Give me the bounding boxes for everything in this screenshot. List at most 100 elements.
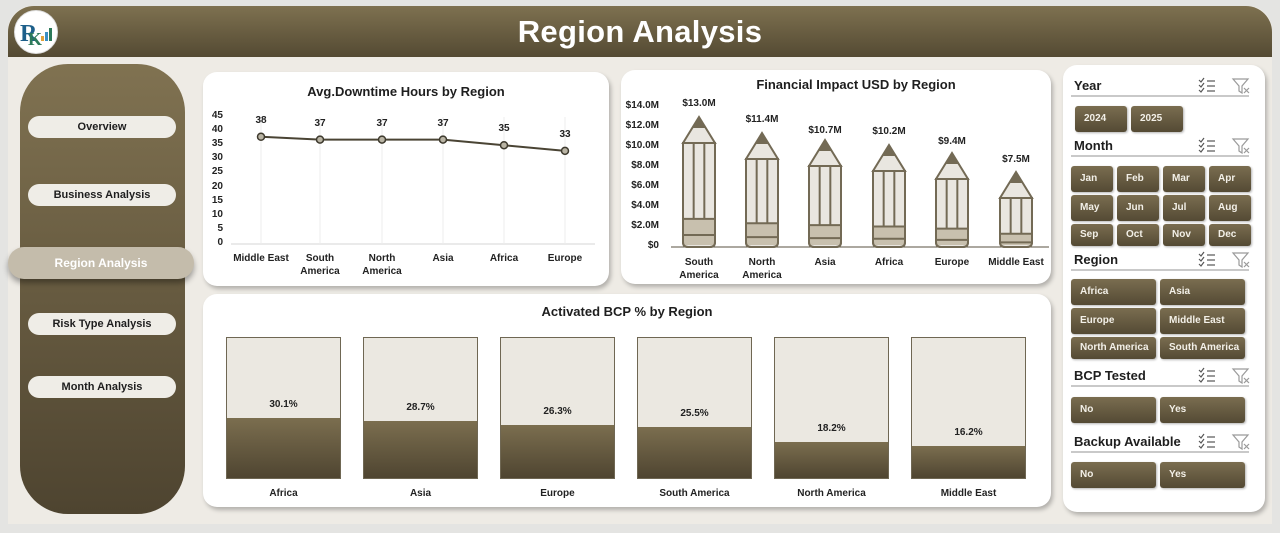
data-label: 18.2%	[817, 423, 846, 434]
y-tick-label: $0	[647, 240, 659, 251]
bcp-gauge-fill	[638, 427, 751, 478]
clear-filter-icon[interactable]	[1231, 137, 1251, 155]
slicer-option-no[interactable]: No	[1071, 397, 1156, 423]
x-category-label: Europe	[547, 253, 583, 264]
slicer-option-yes[interactable]: Yes	[1160, 462, 1245, 488]
slicer-option-europe[interactable]: Europe	[1071, 308, 1156, 334]
bcp-gauge	[637, 337, 752, 479]
slicer-option-dec[interactable]: Dec	[1209, 224, 1251, 246]
data-label: $13.0M	[682, 98, 716, 109]
data-label: 35	[498, 123, 510, 135]
sidebar	[20, 64, 185, 514]
x-category-label: North America	[797, 488, 866, 499]
financial-impact-chart-card: Financial Impact USD by Region $14.0M $12…	[621, 70, 1051, 284]
multi-select-icon[interactable]	[1197, 433, 1217, 451]
slicer-title: Year	[1074, 78, 1102, 93]
nav-overview[interactable]: Overview	[28, 116, 176, 138]
clear-filter-icon[interactable]	[1231, 251, 1251, 269]
data-label: 38	[255, 114, 267, 126]
x-category-label: Europe	[934, 257, 970, 268]
data-label: 25.5%	[680, 408, 709, 419]
bcp-chart-card: Activated BCP % by Region 30.1% Africa 28.…	[203, 294, 1051, 507]
nav-business-analysis[interactable]: Business Analysis	[28, 184, 176, 206]
y-tick-label: 15	[211, 194, 223, 206]
x-category-label: Africa	[489, 253, 519, 264]
bcp-gauge-fill	[227, 418, 340, 478]
data-label: $10.7M	[808, 125, 842, 136]
svg-text:K: K	[28, 29, 42, 49]
slicer-option-oct[interactable]: Oct	[1117, 224, 1159, 246]
x-category-label: Asia	[432, 253, 454, 264]
header-bar: Region Analysis	[8, 6, 1272, 57]
slicer-option-middle-east[interactable]: Middle East	[1160, 308, 1245, 334]
slicer-option-jul[interactable]: Jul	[1163, 195, 1205, 221]
data-label: $11.4M	[745, 114, 779, 125]
data-label: 33	[559, 128, 571, 140]
data-label: $9.4M	[938, 136, 966, 147]
x-category-label: South America	[659, 488, 730, 499]
clear-filter-icon[interactable]	[1231, 367, 1251, 385]
slicer-option-no[interactable]: No	[1071, 462, 1156, 488]
x-category-label: North America	[362, 253, 402, 277]
clear-filter-icon[interactable]	[1231, 77, 1251, 95]
x-category-label: Asia	[409, 488, 432, 499]
slicer-option-aug[interactable]: Aug	[1209, 195, 1251, 221]
x-category-label: Middle East	[988, 257, 1044, 268]
bcp-chart-title: Activated BCP % by Region	[541, 304, 713, 319]
clear-filter-icon[interactable]	[1231, 433, 1251, 451]
nav-region-analysis[interactable]: Region Analysis	[8, 247, 194, 279]
y-tick-label: $10.0M	[625, 140, 659, 151]
slicer-option-sep[interactable]: Sep	[1071, 224, 1113, 246]
multi-select-icon[interactable]	[1197, 137, 1217, 155]
page-title: Region Analysis	[517, 14, 763, 49]
downtime-chart-title: Avg.Downtime Hours by Region	[307, 84, 505, 99]
y-tick-label: $2.0M	[631, 220, 659, 231]
slicer-option-south-america[interactable]: South America	[1160, 337, 1245, 359]
slicer-option-asia[interactable]: Asia	[1160, 279, 1245, 305]
bcp-gauge	[226, 337, 341, 479]
bcp-gauge-fill	[364, 421, 477, 478]
y-tick-label: 45	[211, 110, 223, 121]
logo-icon: R K	[14, 10, 58, 54]
slicer-title: BCP Tested	[1074, 368, 1146, 383]
bcp-gauge	[363, 337, 478, 479]
y-tick-label: $14.0M	[625, 100, 659, 111]
data-label: 26.3%	[543, 406, 572, 417]
multi-select-icon[interactable]	[1197, 367, 1217, 385]
data-label: 30.1%	[269, 399, 298, 410]
slicer-option-yes[interactable]: Yes	[1160, 397, 1245, 423]
bcp-gauge-fill	[912, 446, 1025, 478]
slicer-title: Month	[1074, 138, 1113, 153]
data-label: 28.7%	[406, 402, 435, 413]
bcp-gauge	[774, 337, 889, 479]
multi-select-icon[interactable]	[1197, 251, 1217, 269]
slicer-option-jun[interactable]: Jun	[1117, 195, 1159, 221]
multi-select-icon[interactable]	[1197, 77, 1217, 95]
nav-month-analysis[interactable]: Month Analysis	[28, 376, 176, 398]
y-tick-label: 0	[217, 237, 223, 248]
slicer-option-apr[interactable]: Apr	[1209, 166, 1251, 192]
slicer-region-header: Region	[1071, 251, 1251, 271]
slicer-option-may[interactable]: May	[1071, 195, 1113, 221]
data-label: $10.2M	[872, 126, 906, 137]
slicer-option-mar[interactable]: Mar	[1163, 166, 1205, 192]
slicer-option-2025[interactable]: 2025	[1131, 106, 1183, 132]
slicer-title: Backup Available	[1074, 434, 1181, 449]
x-category-label: North America	[742, 257, 782, 281]
slicer-option-feb[interactable]: Feb	[1117, 166, 1159, 192]
downtime-chart-card: Avg.Downtime Hours by Region 45 40 35 30 25 2…	[203, 72, 609, 286]
data-label: 16.2%	[954, 427, 983, 438]
slicer-option-jan[interactable]: Jan	[1071, 166, 1113, 192]
slicer-option-2024[interactable]: 2024	[1075, 106, 1127, 132]
y-tick-label: 25	[211, 166, 223, 178]
bcp-gauge	[500, 337, 615, 479]
x-category-label: South America	[679, 257, 719, 281]
slicer-option-north-america[interactable]: North America	[1071, 337, 1156, 359]
slicer-option-nov[interactable]: Nov	[1163, 224, 1205, 246]
nav-risk-type-analysis[interactable]: Risk Type Analysis	[28, 313, 176, 335]
bcp-gauge-fill	[775, 442, 888, 478]
slicer-option-africa[interactable]: Africa	[1071, 279, 1156, 305]
bcp-gauge-fill	[501, 425, 614, 478]
x-category-label: Middle East	[940, 488, 997, 499]
y-tick-label: $4.0M	[631, 200, 659, 211]
